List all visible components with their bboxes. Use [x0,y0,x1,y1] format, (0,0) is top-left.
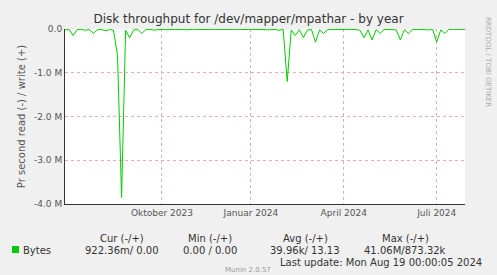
svg-text:-2.0 M: -2.0 M [34,112,62,122]
svg-text:0.0: 0.0 [48,24,63,34]
svg-text:Cur (-/+): Cur (-/+) [100,233,144,244]
svg-text:Januar 2024: Januar 2024 [223,208,279,218]
svg-text:-3.0 M: -3.0 M [34,155,62,165]
svg-text:-1.0 M: -1.0 M [34,68,62,78]
svg-text:Pr second read (-) / write (+): Pr second read (-) / write (+) [16,45,27,188]
svg-text:Disk throughput for /dev/mappe: Disk throughput for /dev/mapper/mpathar … [93,12,403,26]
svg-text:Min (-/+): Min (-/+) [188,233,232,244]
svg-text:41.06M/873.32k: 41.06M/873.32k [364,245,446,256]
svg-text:-4.0 M: -4.0 M [34,199,62,209]
svg-text:0.00 / 0.00: 0.00 / 0.00 [183,245,237,256]
svg-text:RRDTOOL / TOBI OETIKER: RRDTOOL / TOBI OETIKER [484,17,492,107]
svg-text:39.96k/ 13.13: 39.96k/ 13.13 [270,245,340,256]
svg-text:Bytes: Bytes [23,245,51,256]
svg-text:Juli 2024: Juli 2024 [416,208,456,218]
svg-text:Max (-/+): Max (-/+) [382,233,429,244]
svg-text:April 2024: April 2024 [321,208,368,218]
svg-text:Last update: Mon Aug 19 00:00:: Last update: Mon Aug 19 00:00:05 2024 [280,257,482,268]
svg-text:922.36m/ 0.00: 922.36m/ 0.00 [85,245,159,256]
svg-text:Munin 2.0.57: Munin 2.0.57 [225,266,271,274]
svg-text:Avg (-/+): Avg (-/+) [283,233,328,244]
svg-text:Oktober 2023: Oktober 2023 [131,208,193,218]
